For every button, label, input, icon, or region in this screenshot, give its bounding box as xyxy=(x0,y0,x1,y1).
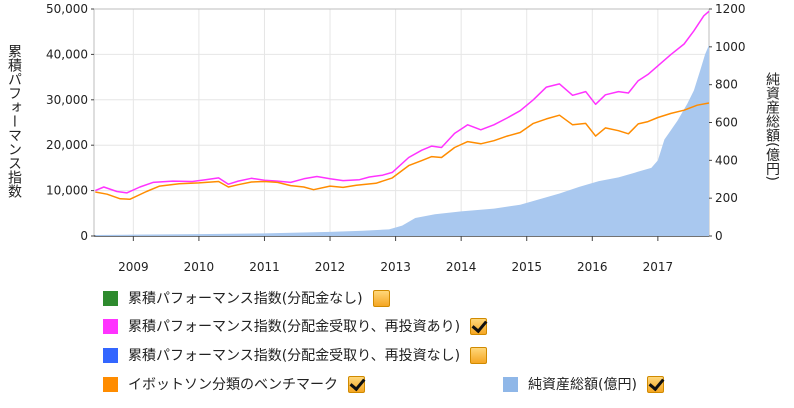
right-tick-label: 800 xyxy=(715,78,738,92)
left-tick-label: 20,000 xyxy=(46,138,88,152)
net-assets-area xyxy=(95,44,710,236)
left-tick-label: 50,000 xyxy=(46,2,88,16)
legend-label: 累積パフォーマンス指数(分配金受取り、再投資あり) xyxy=(128,319,461,335)
legend-checkbox[interactable] xyxy=(646,375,664,393)
x-tick-label: 2016 xyxy=(577,260,608,274)
left-tick-label: 40,000 xyxy=(46,47,88,61)
legend-item-benchmark[interactable]: イボットソン分類のベンチマーク xyxy=(103,372,365,396)
legend-swatch xyxy=(103,318,118,334)
x-tick-label: 2010 xyxy=(184,260,215,274)
x-tick-label: 2009 xyxy=(118,260,149,274)
legend-item-no-reinvest[interactable]: 累積パフォーマンス指数(分配金受取り、再投資なし) xyxy=(103,343,488,367)
left-tick-label: 0 xyxy=(80,229,88,243)
legend-swatch xyxy=(103,290,118,306)
legend-checkbox[interactable] xyxy=(372,289,390,307)
x-tick-label: 2013 xyxy=(380,260,411,274)
x-tick-label: 2014 xyxy=(446,260,477,274)
series-line-reinvest xyxy=(95,10,710,194)
right-tick-label: 400 xyxy=(715,153,738,167)
legend-item-no-dividend[interactable]: 累積パフォーマンス指数(分配金なし) xyxy=(103,286,390,310)
legend-swatch xyxy=(103,376,118,392)
right-tick-label: 600 xyxy=(715,116,738,130)
legend-label: 累積パフォーマンス指数(分配金なし) xyxy=(128,291,363,307)
right-tick-label: 200 xyxy=(715,191,738,205)
legend-label: 純資産総額(億円) xyxy=(528,377,637,393)
legend-checkbox[interactable] xyxy=(470,346,488,364)
legend-item-net-assets[interactable]: 純資産総額(億円) xyxy=(503,372,664,396)
x-tick-label: 2015 xyxy=(511,260,542,274)
legend-checkbox[interactable] xyxy=(348,375,365,393)
legend-checkbox[interactable] xyxy=(470,317,488,335)
legend-swatch xyxy=(103,347,118,363)
legend-label: イボットソン分類のベンチマーク xyxy=(128,377,338,393)
right-axis-ticks: 0 200 400 600 800 1000 1200 xyxy=(709,2,746,243)
right-tick-label: 1200 xyxy=(715,2,746,16)
series-line-benchmark xyxy=(95,102,710,200)
right-tick-label: 1000 xyxy=(715,40,746,54)
x-axis-ticks: 2009 2010 2011 2012 2013 2014 2015 2016 2017 xyxy=(118,236,673,274)
left-tick-label: 10,000 xyxy=(46,184,88,198)
line-series xyxy=(95,10,710,200)
x-tick-label: 2017 xyxy=(643,260,674,274)
legend-label: 累積パフォーマンス指数(分配金受取り、再投資なし) xyxy=(128,348,461,364)
series-area-net-assets xyxy=(95,44,710,236)
legend-item-reinvest[interactable]: 累積パフォーマンス指数(分配金受取り、再投資あり) xyxy=(103,314,488,338)
left-tick-label: 30,000 xyxy=(46,93,88,107)
left-axis-ticks: 0 10,000 20,000 30,000 40,000 50,000 xyxy=(46,2,94,243)
right-axis-label: 純資産総額(億円) xyxy=(764,72,780,181)
legend-swatch xyxy=(503,376,518,392)
left-axis-label: 累積パフォーマンス指数 xyxy=(6,44,22,198)
right-tick-label: 0 xyxy=(715,229,723,243)
x-tick-label: 2011 xyxy=(249,260,280,274)
x-tick-label: 2012 xyxy=(315,260,346,274)
chart-area: 0 10,000 20,000 30,000 40,000 50,000 0 200 400 6… xyxy=(46,2,746,274)
